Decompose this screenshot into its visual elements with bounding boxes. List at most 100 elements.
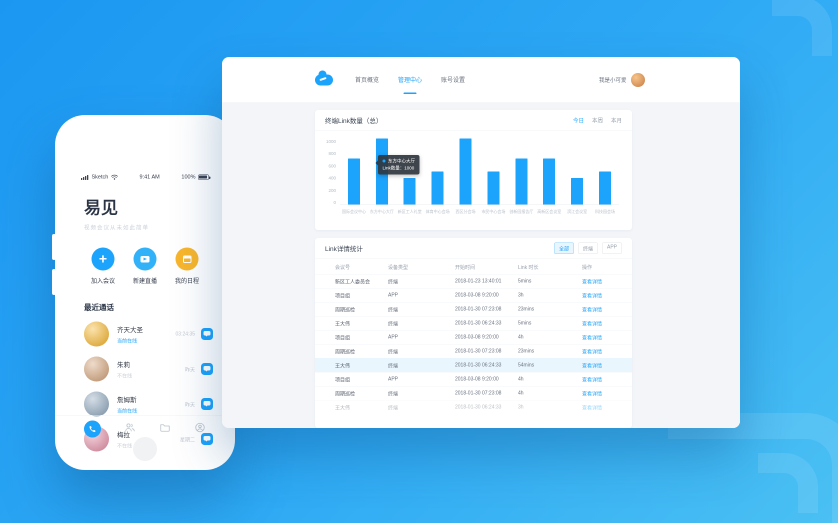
account-menu[interactable]: 我是小可爱	[599, 72, 645, 87]
table-row[interactable]: 周期巡检 终端 2018-01-30 07:23:08 23mins 查看详情	[315, 344, 632, 358]
chart-range-link[interactable]: 本周	[592, 117, 603, 124]
folder-icon	[160, 424, 170, 432]
table-row[interactable]: 项目组 APP 2018-03-08 9:20:00 4h 查看详情	[315, 372, 632, 386]
nav-item-1[interactable]: 首页概览	[355, 76, 380, 84]
tab-calls[interactable]	[84, 420, 101, 438]
row-detail-link[interactable]: 查看详情	[582, 279, 602, 286]
top-navbar: 首页概览 管理中心 账号设置 我是小可爱	[222, 57, 740, 103]
table-row[interactable]: 周期巡检 终端 2018-01-30 07:23:08 23mins 查看详情	[315, 302, 632, 316]
cell-link-duration: 23mins	[518, 348, 535, 355]
chart-x-tick-label: 体育中心会场	[425, 209, 450, 215]
y-tick-label: 600	[328, 163, 336, 169]
recent-call-row[interactable]: 齐天大圣 当前在线 03:24:35	[84, 317, 213, 352]
contact-time: 03:24:35	[175, 331, 195, 337]
chart-bar-slot	[424, 139, 452, 205]
cell-start-time: 2018-03-08 9:20:00	[455, 376, 499, 383]
cell-start-time: 2018-01-30 06:24:33	[455, 320, 502, 327]
row-detail-link[interactable]: 查看详情	[582, 391, 602, 398]
chart-bar-slot	[507, 139, 535, 205]
tab-contacts[interactable]	[124, 422, 136, 437]
cell-device-type: APP	[388, 334, 399, 341]
table-row[interactable]: 项目组 APP 2018-03-08 9:20:00 3h 查看详情	[315, 288, 632, 302]
cell-device-type: 终端	[388, 321, 398, 328]
chart-bar[interactable]	[571, 178, 584, 205]
chart-plot-area: 国际会议中心 东方中心大厅 新区工人礼堂 体育中心会场 西区分会场 市民中心会场 创新园报告…	[340, 138, 619, 215]
phone-body: Sketch 9:41 AM 100% 易见 视频会议从未如此简单 + 加入会议…	[52, 115, 238, 470]
row-detail-link[interactable]: 查看详情	[582, 377, 602, 384]
chart-bar[interactable]	[347, 158, 360, 205]
recent-calls-list: 齐天大圣 当前在线 03:24:35 朱莉 不在线 昨天 詹姆斯 当前在线 昨天	[55, 313, 235, 457]
chart-y-axis: 1000 800 600 400 200 0	[323, 139, 340, 205]
chart-bar[interactable]	[599, 171, 612, 205]
nav-item-3[interactable]: 账号设置	[441, 76, 466, 84]
tab-files[interactable]	[159, 422, 171, 437]
row-detail-link[interactable]: 查看详情	[582, 405, 602, 412]
cell-start-time: 2018-03-08 9:20:00	[455, 292, 499, 299]
recent-call-row[interactable]: 朱莉 不在线 昨天	[84, 352, 213, 387]
contact-status: 当前在线	[117, 338, 137, 344]
row-detail-link[interactable]: 查看详情	[582, 335, 602, 342]
table-column-header: 会议号	[335, 264, 350, 271]
tab-profile[interactable]	[194, 422, 206, 437]
contact-avatar	[84, 321, 109, 347]
tooltip-series-dot	[382, 159, 386, 163]
account-avatar[interactable]	[631, 72, 645, 87]
chart-bar[interactable]	[487, 171, 500, 205]
table-row[interactable]: 王大伟 终端 2018-01-30 06:24:33 5mins 查看详情	[315, 316, 632, 330]
contact-avatar	[84, 391, 109, 417]
row-detail-link[interactable]: 查看详情	[582, 293, 602, 300]
chart-range-link[interactable]: 今日	[573, 117, 584, 124]
quick-action[interactable]: 新建直播	[125, 247, 165, 286]
chart-panel-title: 终端Link数量（总）	[325, 117, 383, 125]
phone-tab-bar	[55, 415, 235, 442]
chart-bar[interactable]	[403, 178, 416, 205]
logo-cloud-icon[interactable]	[315, 70, 333, 86]
chart-x-tick-label: 新区工人礼堂	[397, 209, 422, 215]
table-row[interactable]: 周期巡检 终端 2018-01-30 07:23:08 4h 查看详情	[315, 386, 632, 400]
contacts-icon	[125, 423, 135, 432]
recent-call-row[interactable]: 詹姆斯 当前在线 昨天	[84, 387, 213, 422]
chart-bar-slot	[535, 139, 563, 205]
phone-volume-down-button	[52, 269, 56, 295]
quick-action-glyph	[140, 255, 150, 263]
chat-bubble-icon[interactable]	[201, 328, 213, 340]
chart-bar-slot	[563, 139, 591, 205]
chart-bar[interactable]	[431, 171, 444, 205]
home-button[interactable]	[133, 437, 157, 461]
battery-percent-label: 100%	[181, 174, 196, 180]
row-detail-link[interactable]: 查看详情	[582, 363, 602, 370]
table-column-header: Link 时长	[518, 264, 539, 271]
table-row[interactable]: 新区工人委员会 终端 2018-01-23 13:40:01 5mins 查看详…	[315, 274, 632, 288]
table-column-header: 设备类型	[388, 264, 408, 271]
chart-bar[interactable]	[543, 158, 556, 205]
quick-action[interactable]: + 加入会议	[83, 247, 123, 286]
table-row[interactable]: 王大伟 终端 2018-01-30 06:24:33 3h 查看详情	[315, 400, 632, 414]
chart-x-tick-label: 市民中心会场	[481, 209, 506, 215]
quick-action[interactable]: 我的日程	[167, 247, 207, 286]
cell-meeting-name: 项目组	[335, 335, 350, 342]
chat-bubble-icon[interactable]	[201, 398, 213, 410]
browser-window: 首页概览 管理中心 账号设置 我是小可爱 终端Link数量（总） 今日 本周 本月 10…	[222, 57, 740, 428]
row-detail-link[interactable]: 查看详情	[582, 307, 602, 314]
quick-action-label: 我的日程	[174, 277, 199, 285]
row-detail-link[interactable]: 查看详情	[582, 349, 602, 356]
desktop-mockup: 首页概览 管理中心 账号设置 我是小可爱 终端Link数量（总） 今日 本周 本月 10…	[222, 57, 740, 428]
chart-x-axis: 国际会议中心 东方中心大厅 新区工人礼堂 体育中心会场 西区分会场 市民中心会场 创新园报告…	[340, 209, 619, 215]
chart-range-link[interactable]: 本月	[611, 117, 622, 124]
table-row[interactable]: 王大伟 终端 2018-01-30 06:24:33 54mins 查看详情	[315, 358, 632, 372]
table-filter-button[interactable]: APP	[601, 242, 622, 254]
profile-icon	[195, 422, 205, 433]
main-content: 终端Link数量（总） 今日 本周 本月 1000 800 600 400 200 0 国际会…	[222, 103, 740, 428]
chat-bubble-icon[interactable]	[201, 363, 213, 375]
table-filter-button[interactable]: 终端	[577, 242, 598, 254]
app-title: 易见	[84, 198, 118, 218]
table-row[interactable]: 项目组 APP 2018-03-08 9:20:00 4h 查看详情	[315, 330, 632, 344]
chart-bar[interactable]	[459, 138, 472, 205]
contact-status: 不在线	[117, 443, 132, 449]
chart-bar[interactable]	[515, 158, 528, 205]
table-filter-button[interactable]: 全部	[553, 242, 574, 254]
cell-meeting-name: 周期巡检	[335, 307, 355, 314]
nav-item-2[interactable]: 管理中心	[397, 73, 423, 88]
chat-bubble-icon[interactable]	[201, 433, 213, 445]
row-detail-link[interactable]: 查看详情	[582, 321, 602, 328]
